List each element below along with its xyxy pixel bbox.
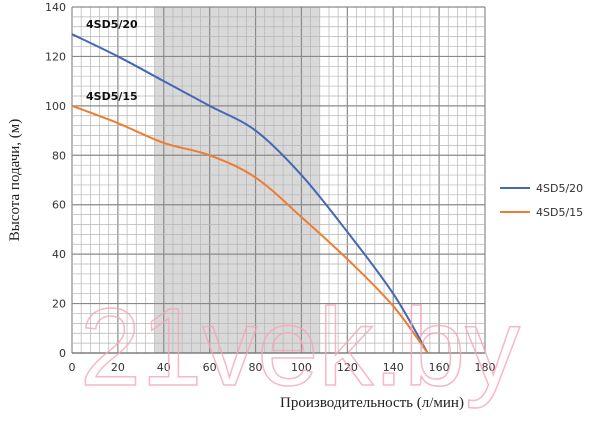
x-tick-label: 140 bbox=[383, 361, 404, 374]
watermark-logo: 21vek.by bbox=[80, 286, 520, 409]
legend-entry: 4SD5/20 bbox=[536, 182, 583, 195]
x-tick-label: 180 bbox=[475, 361, 496, 374]
y-tick-label: 120 bbox=[45, 50, 66, 63]
x-tick-label: 120 bbox=[337, 361, 358, 374]
x-tick-label: 60 bbox=[203, 361, 217, 374]
x-tick-label: 160 bbox=[429, 361, 450, 374]
x-tick-label: 0 bbox=[69, 361, 76, 374]
series-label: 4SD5/15 bbox=[86, 90, 138, 103]
y-tick-label: 80 bbox=[52, 149, 66, 162]
x-tick-label: 80 bbox=[249, 361, 263, 374]
series-line-4SD5/15 bbox=[71, 104, 429, 354]
x-axis-title: Производительность (л/мин) bbox=[280, 395, 464, 411]
x-tick-label: 20 bbox=[111, 361, 125, 374]
y-tick-label: 40 bbox=[52, 248, 66, 261]
legend-entry: 4SD5/15 bbox=[536, 206, 583, 219]
y-tick-label: 100 bbox=[45, 100, 66, 113]
y-axis-title: Высота подачи, (м) bbox=[7, 119, 23, 242]
series-line-4SD5/20 bbox=[71, 33, 429, 354]
x-tick-label: 40 bbox=[157, 361, 171, 374]
y-tick-label: 20 bbox=[52, 298, 66, 311]
y-tick-label: 0 bbox=[59, 347, 66, 360]
y-tick-label: 60 bbox=[52, 199, 66, 212]
x-tick-label: 100 bbox=[291, 361, 312, 374]
y-tick-label: 140 bbox=[45, 1, 66, 14]
series-label: 4SD5/20 bbox=[86, 18, 138, 31]
